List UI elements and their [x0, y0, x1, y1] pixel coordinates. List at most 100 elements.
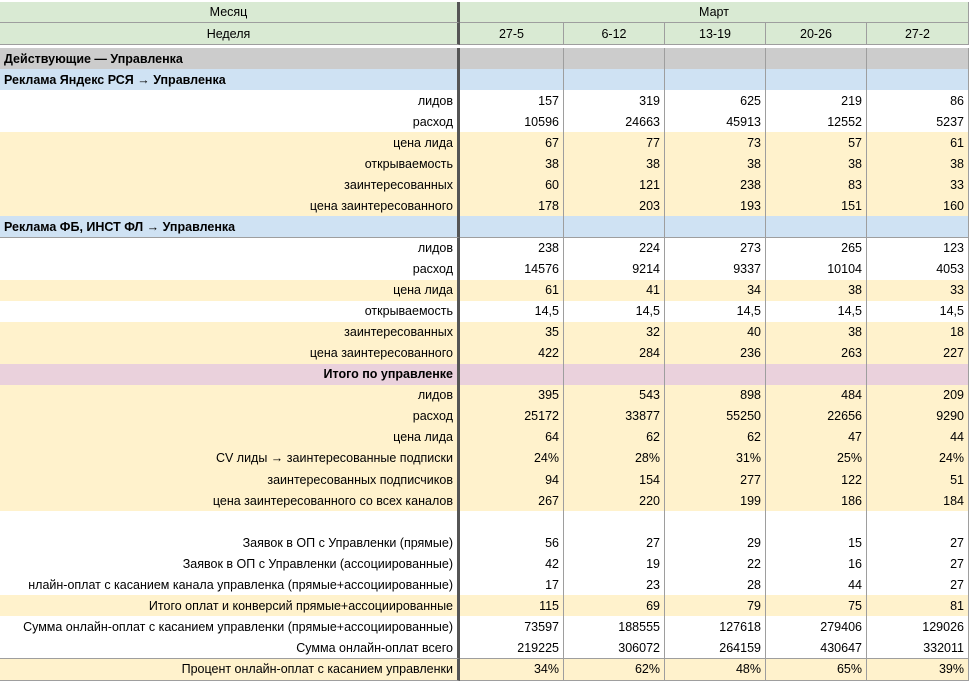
row-label-cell[interactable]: Реклама ФБ, ИНСТ ФЛ → Управленка — [0, 216, 460, 239]
value-cell-week-3[interactable] — [665, 216, 766, 239]
value-cell-week-5[interactable]: 9290 — [867, 405, 969, 428]
value-cell-week-2[interactable]: 220 — [564, 490, 665, 513]
value-cell-week-4[interactable]: 38 — [766, 153, 867, 176]
row-label-cell[interactable]: цена лида — [0, 132, 460, 155]
value-cell-week-4[interactable]: 219 — [766, 90, 867, 113]
value-cell-week-2[interactable]: 188555 — [564, 616, 665, 639]
row-label-cell[interactable]: Заявок в ОП с Управленки (ассоциированны… — [0, 553, 460, 576]
value-cell-week-3[interactable]: 29 — [665, 532, 766, 555]
value-cell-week-4[interactable]: 122 — [766, 469, 867, 491]
value-cell-week-4[interactable]: 16 — [766, 553, 867, 576]
value-cell-week-5[interactable]: 27 — [867, 574, 969, 597]
value-cell-week-5[interactable] — [867, 511, 969, 534]
value-cell-week-5[interactable]: 51 — [867, 469, 969, 491]
value-cell-week-3[interactable] — [665, 511, 766, 534]
value-cell-week-4[interactable]: 430647 — [766, 637, 867, 660]
row-label-cell[interactable]: расход — [0, 258, 460, 281]
value-cell-week-1[interactable]: 60 — [460, 174, 564, 197]
value-cell-week-1[interactable]: 219225 — [460, 637, 564, 660]
value-cell-week-4[interactable]: 12552 — [766, 111, 867, 134]
value-cell-week-3[interactable]: 277 — [665, 469, 766, 491]
value-cell-week-1[interactable]: 267 — [460, 490, 564, 513]
value-cell-week-4[interactable]: 44 — [766, 574, 867, 597]
month-header-value[interactable]: Март — [460, 2, 969, 23]
value-cell-week-1[interactable]: 14576 — [460, 258, 564, 281]
row-label-cell[interactable]: Заявок в ОП с Управленки (прямые) — [0, 532, 460, 555]
row-label-cell[interactable]: Итого оплат и конверсий прямые+ассоцииро… — [0, 595, 460, 618]
value-cell-week-3[interactable]: 22 — [665, 553, 766, 576]
value-cell-week-5[interactable] — [867, 363, 969, 386]
value-cell-week-2[interactable]: 319 — [564, 90, 665, 113]
value-cell-week-5[interactable]: 18 — [867, 321, 969, 344]
value-cell-week-3[interactable]: 38 — [665, 153, 766, 176]
week-header-label[interactable]: Неделя — [0, 23, 460, 45]
value-cell-week-1[interactable]: 94 — [460, 469, 564, 491]
row-label-cell[interactable]: Процент онлайн-оплат с касанием управлен… — [0, 658, 460, 681]
value-cell-week-3[interactable]: 55250 — [665, 405, 766, 428]
value-cell-week-5[interactable]: 33 — [867, 279, 969, 302]
value-cell-week-3[interactable]: 236 — [665, 342, 766, 365]
row-label-cell[interactable]: лидов — [0, 237, 460, 260]
value-cell-week-3[interactable]: 193 — [665, 195, 766, 218]
value-cell-week-4[interactable]: 151 — [766, 195, 867, 218]
value-cell-week-5[interactable]: 33 — [867, 174, 969, 197]
value-cell-week-2[interactable]: 28% — [564, 447, 665, 470]
value-cell-week-4[interactable]: 14,5 — [766, 300, 867, 323]
value-cell-week-5[interactable]: 81 — [867, 595, 969, 618]
week-header-2[interactable]: 6-12 — [564, 23, 665, 45]
value-cell-week-1[interactable] — [460, 69, 564, 91]
value-cell-week-2[interactable]: 9214 — [564, 258, 665, 281]
row-label-cell[interactable]: Сумма онлайн-оплат с касанием управленки… — [0, 616, 460, 639]
value-cell-week-5[interactable] — [867, 69, 969, 91]
week-header-5[interactable]: 27-2 — [867, 23, 969, 45]
value-cell-week-3[interactable]: 264159 — [665, 637, 766, 660]
value-cell-week-4[interactable]: 186 — [766, 490, 867, 513]
value-cell-week-1[interactable]: 56 — [460, 532, 564, 555]
row-label-cell[interactable]: лидов — [0, 90, 460, 113]
row-label-cell[interactable]: открываемость — [0, 300, 460, 323]
row-label-cell[interactable]: Сумма онлайн-оплат всего — [0, 637, 460, 660]
row-label-cell[interactable]: заинтересованных — [0, 174, 460, 197]
value-cell-week-1[interactable]: 10596 — [460, 111, 564, 134]
week-header-3[interactable]: 13-19 — [665, 23, 766, 45]
value-cell-week-4[interactable]: 75 — [766, 595, 867, 618]
value-cell-week-5[interactable]: 39% — [867, 658, 969, 681]
value-cell-week-5[interactable]: 184 — [867, 490, 969, 513]
month-header-label[interactable]: Месяц — [0, 2, 460, 23]
value-cell-week-1[interactable]: 73597 — [460, 616, 564, 639]
value-cell-week-2[interactable]: 27 — [564, 532, 665, 555]
row-label-cell[interactable]: открываемость — [0, 153, 460, 176]
value-cell-week-4[interactable] — [766, 363, 867, 386]
value-cell-week-3[interactable]: 898 — [665, 384, 766, 407]
value-cell-week-2[interactable]: 121 — [564, 174, 665, 197]
row-label-cell[interactable]: Реклама Яндекс РСЯ → Управленка — [0, 69, 460, 91]
row-label-cell[interactable]: заинтересованных — [0, 321, 460, 344]
value-cell-week-2[interactable]: 33877 — [564, 405, 665, 428]
value-cell-week-3[interactable]: 625 — [665, 90, 766, 113]
value-cell-week-1[interactable]: 35 — [460, 321, 564, 344]
value-cell-week-2[interactable] — [564, 511, 665, 534]
value-cell-week-2[interactable]: 14,5 — [564, 300, 665, 323]
value-cell-week-5[interactable]: 227 — [867, 342, 969, 365]
value-cell-week-2[interactable]: 41 — [564, 279, 665, 302]
value-cell-week-5[interactable]: 4053 — [867, 258, 969, 281]
row-label-cell[interactable]: расход — [0, 111, 460, 134]
value-cell-week-1[interactable]: 61 — [460, 279, 564, 302]
value-cell-week-5[interactable]: 86 — [867, 90, 969, 113]
value-cell-week-5[interactable]: 38 — [867, 153, 969, 176]
row-label-cell[interactable]: Действующие — Управленка — [0, 48, 460, 70]
value-cell-week-3[interactable]: 73 — [665, 132, 766, 155]
row-label-cell[interactable]: цена заинтересованного со всех каналов — [0, 490, 460, 513]
value-cell-week-1[interactable]: 14,5 — [460, 300, 564, 323]
value-cell-week-4[interactable]: 279406 — [766, 616, 867, 639]
value-cell-week-5[interactable] — [867, 216, 969, 239]
value-cell-week-3[interactable]: 238 — [665, 174, 766, 197]
row-label-cell[interactable]: цена лида — [0, 426, 460, 449]
value-cell-week-3[interactable]: 48% — [665, 658, 766, 681]
value-cell-week-2[interactable]: 306072 — [564, 637, 665, 660]
value-cell-week-4[interactable]: 22656 — [766, 405, 867, 428]
value-cell-week-3[interactable]: 9337 — [665, 258, 766, 281]
value-cell-week-1[interactable] — [460, 216, 564, 239]
value-cell-week-1[interactable] — [460, 363, 564, 386]
value-cell-week-4[interactable] — [766, 511, 867, 534]
